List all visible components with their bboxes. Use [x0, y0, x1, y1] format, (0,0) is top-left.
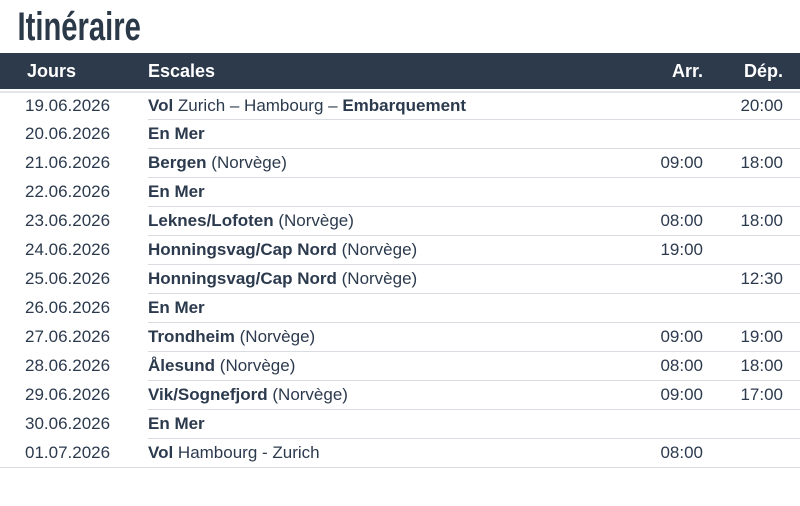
arr-cell — [591, 410, 703, 439]
itinerary-row: 22.06.2026 En Mer — [0, 178, 800, 207]
itinerary-row: 19.06.2026 Vol Zurich – Hambourg – Embar… — [0, 91, 800, 120]
itinerary-row: 26.06.2026 En Mer — [0, 294, 800, 323]
date-cell: 20.06.2026 — [25, 124, 111, 143]
escale-cell: En Mer — [148, 294, 591, 323]
dep-cell: 18:00 — [703, 149, 800, 178]
header-escales: Escales — [148, 53, 591, 91]
escale-cell: Trondheim (Norvège) — [148, 323, 591, 352]
escale-cell: Vol Zurich – Hambourg – Embarquement — [148, 91, 591, 120]
header-arr: Arr. — [591, 53, 703, 91]
date-cell: 24.06.2026 — [25, 240, 111, 259]
escale-cell: Bergen (Norvège) — [148, 149, 591, 178]
date-cell: 01.07.2026 — [0, 439, 148, 468]
itinerary-row: 27.06.2026 Trondheim (Norvège) 09:00 19:… — [0, 323, 800, 352]
date-cell: 30.06.2026 — [25, 414, 111, 433]
arr-cell: 09:00 — [591, 323, 703, 352]
dep-cell — [703, 178, 800, 207]
arr-cell: 09:00 — [591, 381, 703, 410]
arr-cell: 08:00 — [591, 352, 703, 381]
header-dep: Dép. — [703, 53, 800, 91]
dep-cell — [703, 120, 800, 149]
dep-cell: 18:00 — [703, 352, 800, 381]
arr-cell — [591, 178, 703, 207]
arr-cell: 08:00 — [591, 207, 703, 236]
arr-cell: 08:00 — [591, 439, 703, 468]
itinerary-row: 23.06.2026 Leknes/Lofoten (Norvège) 08:0… — [0, 207, 800, 236]
itinerary-table: Jours Escales Arr. Dép. 19.06.2026 Vol Z… — [0, 53, 800, 468]
itinerary-row: 24.06.2026 Honningsvag/Cap Nord (Norvège… — [0, 236, 800, 265]
date-cell: 28.06.2026 — [25, 356, 111, 375]
itinerary-row: 25.06.2026 Honningsvag/Cap Nord (Norvège… — [0, 265, 800, 294]
arr-cell — [591, 91, 703, 120]
header-jours: Jours — [0, 53, 148, 91]
escale-cell: Honningsvag/Cap Nord (Norvège) — [148, 236, 591, 265]
date-cell: 29.06.2026 — [25, 385, 111, 404]
escale-cell: En Mer — [148, 120, 591, 149]
itinerary-row: 30.06.2026 En Mer — [0, 410, 800, 439]
date-cell: 23.06.2026 — [25, 211, 111, 230]
dep-cell: 12:30 — [703, 265, 800, 294]
dep-cell: 17:00 — [703, 381, 800, 410]
dep-cell: 18:00 — [703, 207, 800, 236]
itinerary-row: 01.07.2026 Vol Hambourg - Zurich 08:00 — [0, 439, 800, 468]
arr-cell — [591, 294, 703, 323]
escale-cell: Vol Hambourg - Zurich — [148, 439, 591, 468]
dep-cell: 19:00 — [703, 323, 800, 352]
page-title: Itinéraire — [17, 5, 141, 49]
arr-cell — [591, 120, 703, 149]
dep-cell — [703, 236, 800, 265]
itinerary-row: 29.06.2026 Vik/Sognefjord (Norvège) 09:0… — [0, 381, 800, 410]
itinerary-row: 20.06.2026 En Mer — [0, 120, 800, 149]
date-cell: 27.06.2026 — [25, 327, 111, 346]
itinerary-header: Jours Escales Arr. Dép. — [0, 53, 800, 91]
dep-cell — [703, 294, 800, 323]
date-cell: 21.06.2026 — [25, 153, 111, 172]
dep-cell: 20:00 — [703, 91, 800, 120]
escale-cell: En Mer — [148, 178, 591, 207]
escale-cell: Vik/Sognefjord (Norvège) — [148, 381, 591, 410]
date-cell: 19.06.2026 — [0, 91, 148, 120]
dep-cell — [703, 439, 800, 468]
arr-cell — [591, 265, 703, 294]
arr-cell: 09:00 — [591, 149, 703, 178]
itinerary-row: 21.06.2026 Bergen (Norvège) 09:00 18:00 — [0, 149, 800, 178]
itinerary-body: 19.06.2026 Vol Zurich – Hambourg – Embar… — [0, 91, 800, 468]
itinerary-row: 28.06.2026 Ålesund (Norvège) 08:00 18:00 — [0, 352, 800, 381]
escale-cell: Leknes/Lofoten (Norvège) — [148, 207, 591, 236]
escale-cell: Honningsvag/Cap Nord (Norvège) — [148, 265, 591, 294]
dep-cell — [703, 410, 800, 439]
date-cell: 26.06.2026 — [25, 298, 111, 317]
escale-cell: Ålesund (Norvège) — [148, 352, 591, 381]
date-cell: 25.06.2026 — [25, 269, 111, 288]
arr-cell: 19:00 — [591, 236, 703, 265]
date-cell: 22.06.2026 — [25, 182, 111, 201]
escale-cell: En Mer — [148, 410, 591, 439]
